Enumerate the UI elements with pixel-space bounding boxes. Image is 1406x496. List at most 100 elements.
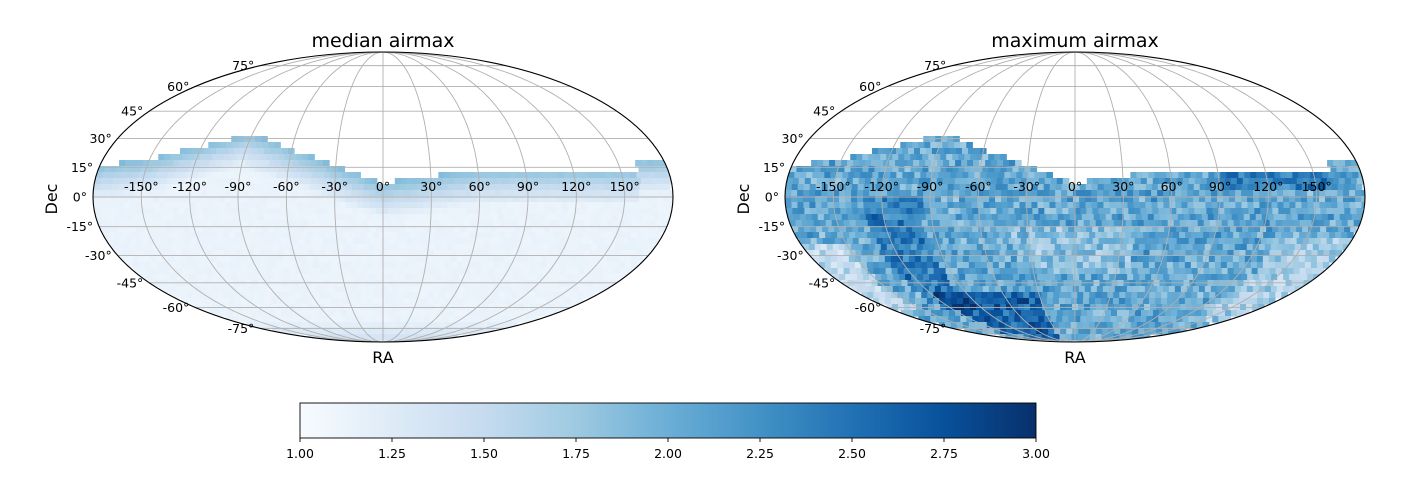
heatmap-cell bbox=[996, 208, 1003, 215]
heatmap-cell bbox=[1029, 292, 1036, 299]
heatmap-cell bbox=[566, 286, 574, 293]
heatmap-cell bbox=[288, 172, 295, 179]
heatmap-cell bbox=[901, 214, 909, 221]
heatmap-cell bbox=[451, 268, 459, 275]
heatmap-cell bbox=[502, 238, 510, 245]
heatmap-cell bbox=[191, 148, 199, 155]
heatmap-cell bbox=[183, 274, 190, 281]
heatmap-cell bbox=[1326, 226, 1333, 233]
heatmap-cell bbox=[424, 178, 432, 185]
heatmap-cell bbox=[430, 208, 437, 215]
heatmap-cell bbox=[525, 190, 532, 197]
heatmap-cell bbox=[1006, 286, 1014, 293]
heatmap-cell bbox=[962, 298, 970, 305]
heatmap-cell bbox=[153, 190, 160, 197]
heatmap-cell bbox=[866, 172, 873, 179]
heatmap-cell bbox=[526, 226, 533, 233]
heatmap-cell bbox=[905, 196, 912, 203]
heatmap-cell bbox=[277, 232, 284, 239]
heatmap-cell bbox=[161, 214, 169, 221]
heatmap-cell bbox=[923, 190, 930, 197]
heatmap-cell bbox=[178, 208, 185, 215]
heatmap-cell bbox=[912, 238, 920, 245]
heatmap-cell bbox=[1133, 274, 1140, 281]
heatmap-cell bbox=[205, 232, 212, 239]
heatmap-cell bbox=[540, 172, 547, 179]
heatmap-cell bbox=[1111, 214, 1119, 221]
heatmap-cell bbox=[211, 268, 219, 275]
heatmap-cell bbox=[509, 280, 517, 287]
heatmap-cell bbox=[912, 226, 919, 233]
heatmap-cell bbox=[461, 214, 469, 221]
heatmap-cell bbox=[1065, 220, 1073, 227]
heatmap-cell bbox=[1031, 196, 1038, 203]
heatmap-cell bbox=[442, 316, 449, 323]
heatmap-cell bbox=[998, 298, 1006, 305]
heatmap-cell bbox=[1063, 214, 1071, 221]
heatmap-cell bbox=[452, 244, 460, 251]
heatmap-cell bbox=[1256, 262, 1264, 269]
heatmap-cell bbox=[170, 286, 178, 293]
heatmap-cell bbox=[591, 202, 599, 209]
heatmap-cell bbox=[1118, 298, 1126, 305]
heatmap-cell bbox=[882, 238, 890, 245]
heatmap-cell bbox=[1101, 334, 1109, 341]
heatmap-cell bbox=[852, 178, 860, 185]
heatmap-cell bbox=[1061, 196, 1068, 203]
heatmap-cell bbox=[218, 166, 226, 173]
heatmap-cell bbox=[1066, 328, 1073, 335]
heatmap-cell bbox=[168, 262, 176, 269]
heatmap-cell bbox=[1229, 190, 1236, 197]
heatmap-cell bbox=[1263, 220, 1271, 227]
heatmap-cell bbox=[311, 160, 318, 167]
heatmap-cell bbox=[332, 244, 340, 251]
heatmap-cell bbox=[858, 226, 865, 233]
heatmap-cell bbox=[1002, 316, 1009, 323]
heatmap-cell bbox=[1029, 220, 1037, 227]
heatmap-cell bbox=[1027, 310, 1034, 317]
heatmap-cell bbox=[1069, 310, 1076, 317]
heatmap-cell bbox=[1299, 250, 1307, 257]
heatmap-cell bbox=[335, 214, 343, 221]
heatmap-cell bbox=[539, 280, 547, 287]
heatmap-cell bbox=[958, 166, 966, 173]
dec-tick-label: 0° bbox=[765, 190, 779, 205]
heatmap-cell bbox=[818, 172, 825, 179]
heatmap-cell bbox=[387, 190, 394, 197]
heatmap-cell bbox=[1072, 328, 1079, 335]
heatmap-cell bbox=[127, 250, 135, 257]
heatmap-cell bbox=[550, 178, 558, 185]
heatmap-cell bbox=[804, 238, 812, 245]
heatmap-cell bbox=[252, 256, 260, 263]
heatmap-cell bbox=[846, 238, 854, 245]
heatmap-cell bbox=[939, 250, 947, 257]
heatmap-cell bbox=[448, 238, 456, 245]
heatmap-cell bbox=[1075, 214, 1083, 221]
heatmap-cell bbox=[379, 232, 386, 239]
heatmap-cell bbox=[630, 256, 638, 263]
heatmap-cell bbox=[479, 280, 487, 287]
heatmap-cell bbox=[918, 316, 925, 323]
heatmap-cell bbox=[795, 232, 802, 239]
heatmap-cell bbox=[348, 298, 356, 305]
heatmap-cell bbox=[1177, 280, 1185, 287]
heatmap-cell bbox=[1184, 172, 1191, 179]
heatmap-cell bbox=[636, 256, 644, 263]
heatmap-cell bbox=[165, 202, 173, 209]
heatmap-cell bbox=[1293, 220, 1301, 227]
heatmap-cell bbox=[603, 196, 610, 203]
heatmap-cell bbox=[1097, 196, 1104, 203]
heatmap-cell bbox=[1049, 196, 1056, 203]
heatmap-cell bbox=[1166, 172, 1173, 179]
heatmap-cell bbox=[1065, 334, 1073, 341]
heatmap-cell bbox=[959, 202, 967, 209]
heatmap-cell bbox=[1075, 280, 1083, 287]
heatmap-cell bbox=[925, 214, 933, 221]
heatmap-cell bbox=[1170, 226, 1177, 233]
heatmap-cell bbox=[570, 256, 578, 263]
heatmap-cell bbox=[649, 232, 656, 239]
heatmap-cell bbox=[1258, 286, 1266, 293]
heatmap-cell bbox=[1235, 274, 1242, 281]
heatmap-cell bbox=[373, 232, 380, 239]
heatmap-cell bbox=[913, 310, 920, 317]
